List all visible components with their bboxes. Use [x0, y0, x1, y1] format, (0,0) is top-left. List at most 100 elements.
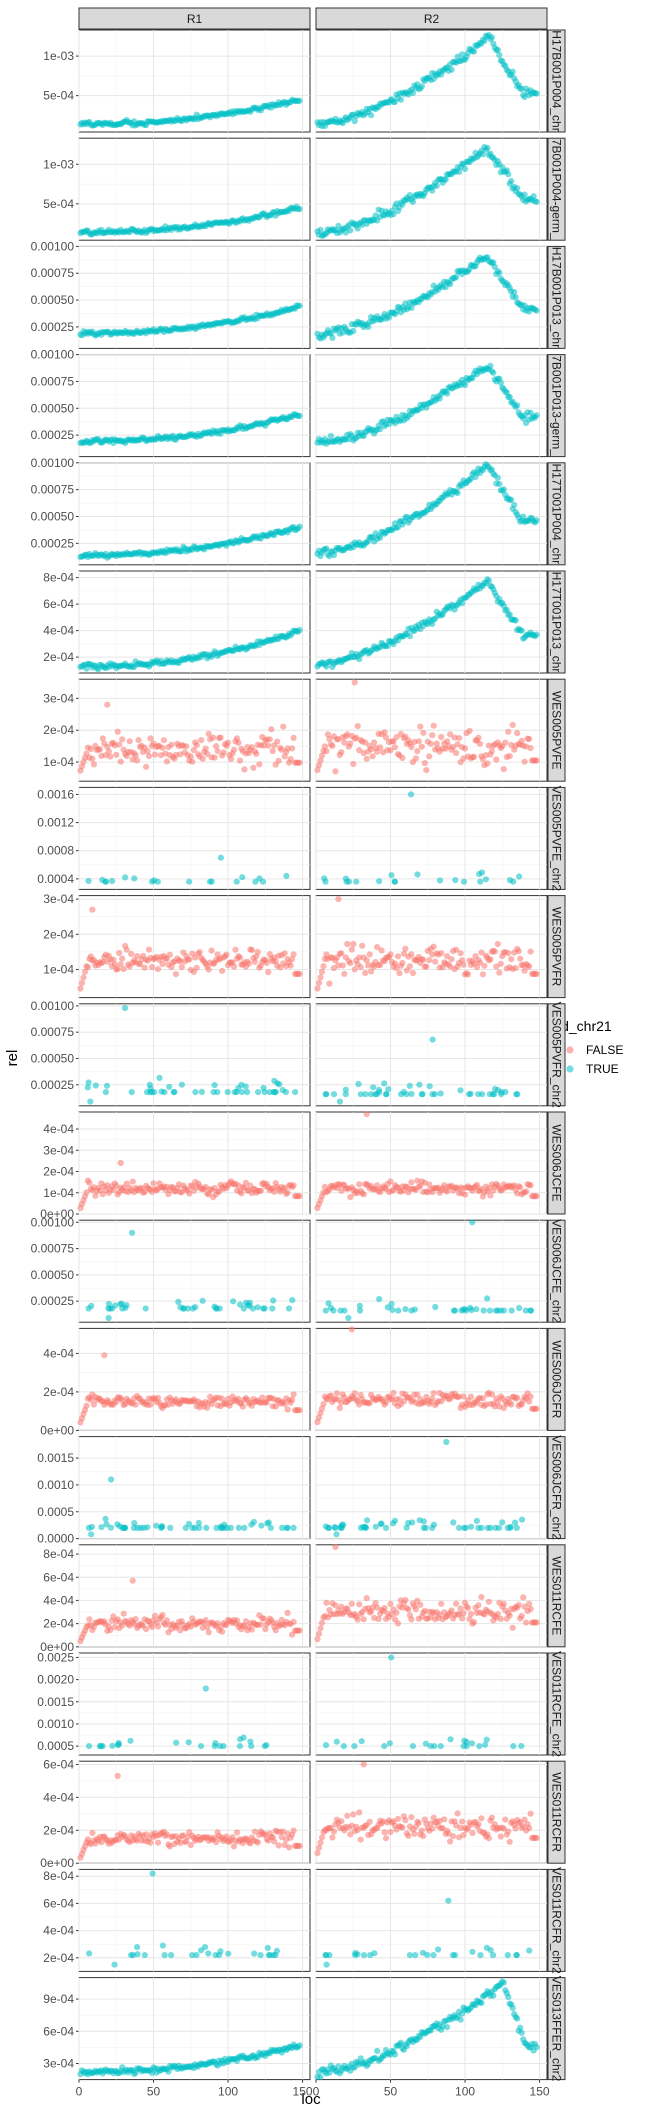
data-point	[272, 1952, 279, 1959]
data-point	[489, 1952, 497, 1959]
data-point	[119, 955, 126, 962]
data-point	[105, 748, 112, 755]
data-point	[469, 1830, 476, 1837]
y-tick-label: 0.00100	[31, 456, 75, 470]
data-point	[461, 1191, 469, 1198]
panel-r2	[315, 1760, 548, 1864]
data-point	[250, 764, 257, 771]
data-point	[470, 1619, 478, 1626]
data-point	[132, 752, 139, 759]
data-point	[406, 633, 413, 640]
data-point	[189, 758, 196, 765]
data-point	[287, 756, 294, 763]
data-point	[197, 1743, 205, 1750]
data-point	[466, 727, 473, 735]
data-point	[394, 1620, 402, 1627]
data-point	[533, 757, 540, 764]
data-point	[88, 1531, 95, 1538]
data-point	[163, 758, 170, 765]
row-strip-label: WES011RCFE	[550, 1556, 564, 1635]
data-point	[350, 327, 357, 335]
data-point	[263, 1742, 270, 1749]
data-point	[102, 1089, 109, 1096]
data-point	[366, 951, 373, 958]
data-point	[89, 1829, 96, 1836]
data-point	[199, 1297, 206, 1304]
data-point	[356, 656, 363, 663]
y-tick-label: 0.00075	[31, 374, 75, 388]
data-point	[159, 1612, 166, 1619]
data-point	[497, 1615, 504, 1622]
y-tick-label: 4e-04	[43, 1924, 74, 1938]
y-tick-label: 1e-04	[43, 755, 74, 769]
data-point	[533, 307, 540, 314]
data-point	[491, 263, 498, 270]
data-point	[296, 1627, 303, 1634]
data-point	[339, 962, 346, 969]
data-point	[348, 1326, 355, 1333]
row-strip-label: VES005PVFR_chr2	[550, 1002, 564, 1108]
data-point	[227, 1524, 234, 1531]
data-point	[391, 744, 399, 751]
data-point	[153, 1522, 160, 1529]
data-point	[533, 970, 540, 978]
data-point	[456, 735, 463, 742]
data-point	[248, 947, 255, 954]
data-point	[419, 1091, 426, 1098]
y-tick-label: 3e-04	[43, 892, 74, 906]
data-point	[129, 1952, 137, 1959]
data-point	[499, 1519, 506, 1526]
data-point	[409, 1519, 416, 1526]
data-point	[161, 1952, 168, 1959]
data-point	[96, 746, 103, 753]
data-point	[391, 2051, 399, 2058]
data-point	[433, 182, 440, 189]
data-point	[345, 1314, 352, 1322]
data-point	[128, 950, 135, 958]
data-point	[315, 1630, 323, 1637]
row-strip-label: WES006JCFE	[550, 1124, 564, 1201]
data-point	[259, 878, 267, 885]
data-point	[186, 878, 193, 885]
data-point	[129, 1178, 136, 1185]
data-point	[449, 1952, 456, 1959]
data-point	[265, 742, 272, 749]
y-tick-label: 0.0000	[37, 1532, 74, 1546]
data-point	[286, 1844, 293, 1851]
data-point	[507, 1524, 514, 1531]
data-point	[205, 1950, 212, 1957]
data-point	[356, 1809, 363, 1816]
data-point	[530, 193, 537, 200]
data-point	[475, 1091, 482, 1098]
data-point	[482, 876, 489, 883]
data-point	[484, 1524, 491, 1531]
row-strip	[547, 29, 566, 133]
data-point	[399, 959, 406, 967]
data-point	[199, 755, 206, 762]
data-point	[383, 1091, 390, 1098]
data-point	[233, 878, 240, 885]
data-point	[397, 96, 404, 103]
data-point	[341, 970, 348, 978]
column-strip-r1	[78, 7, 311, 30]
data-point	[408, 304, 415, 311]
data-point	[411, 1830, 418, 1837]
data-point	[382, 1835, 390, 1842]
data-point	[382, 734, 390, 741]
data-point	[287, 962, 294, 969]
data-point	[320, 963, 327, 970]
data-point	[132, 1616, 139, 1623]
data-point	[324, 731, 331, 738]
data-point	[430, 1521, 438, 1528]
data-point	[135, 737, 142, 744]
data-point	[166, 1083, 173, 1090]
data-point	[323, 1599, 330, 1606]
data-point	[510, 1743, 517, 1750]
data-point	[514, 1394, 521, 1401]
data-point	[217, 854, 224, 861]
y-tick-label: 6e-04	[43, 2024, 74, 2038]
data-point	[344, 1812, 351, 1819]
data-point	[230, 1843, 238, 1850]
data-point	[376, 1089, 383, 1096]
data-point	[493, 756, 500, 763]
